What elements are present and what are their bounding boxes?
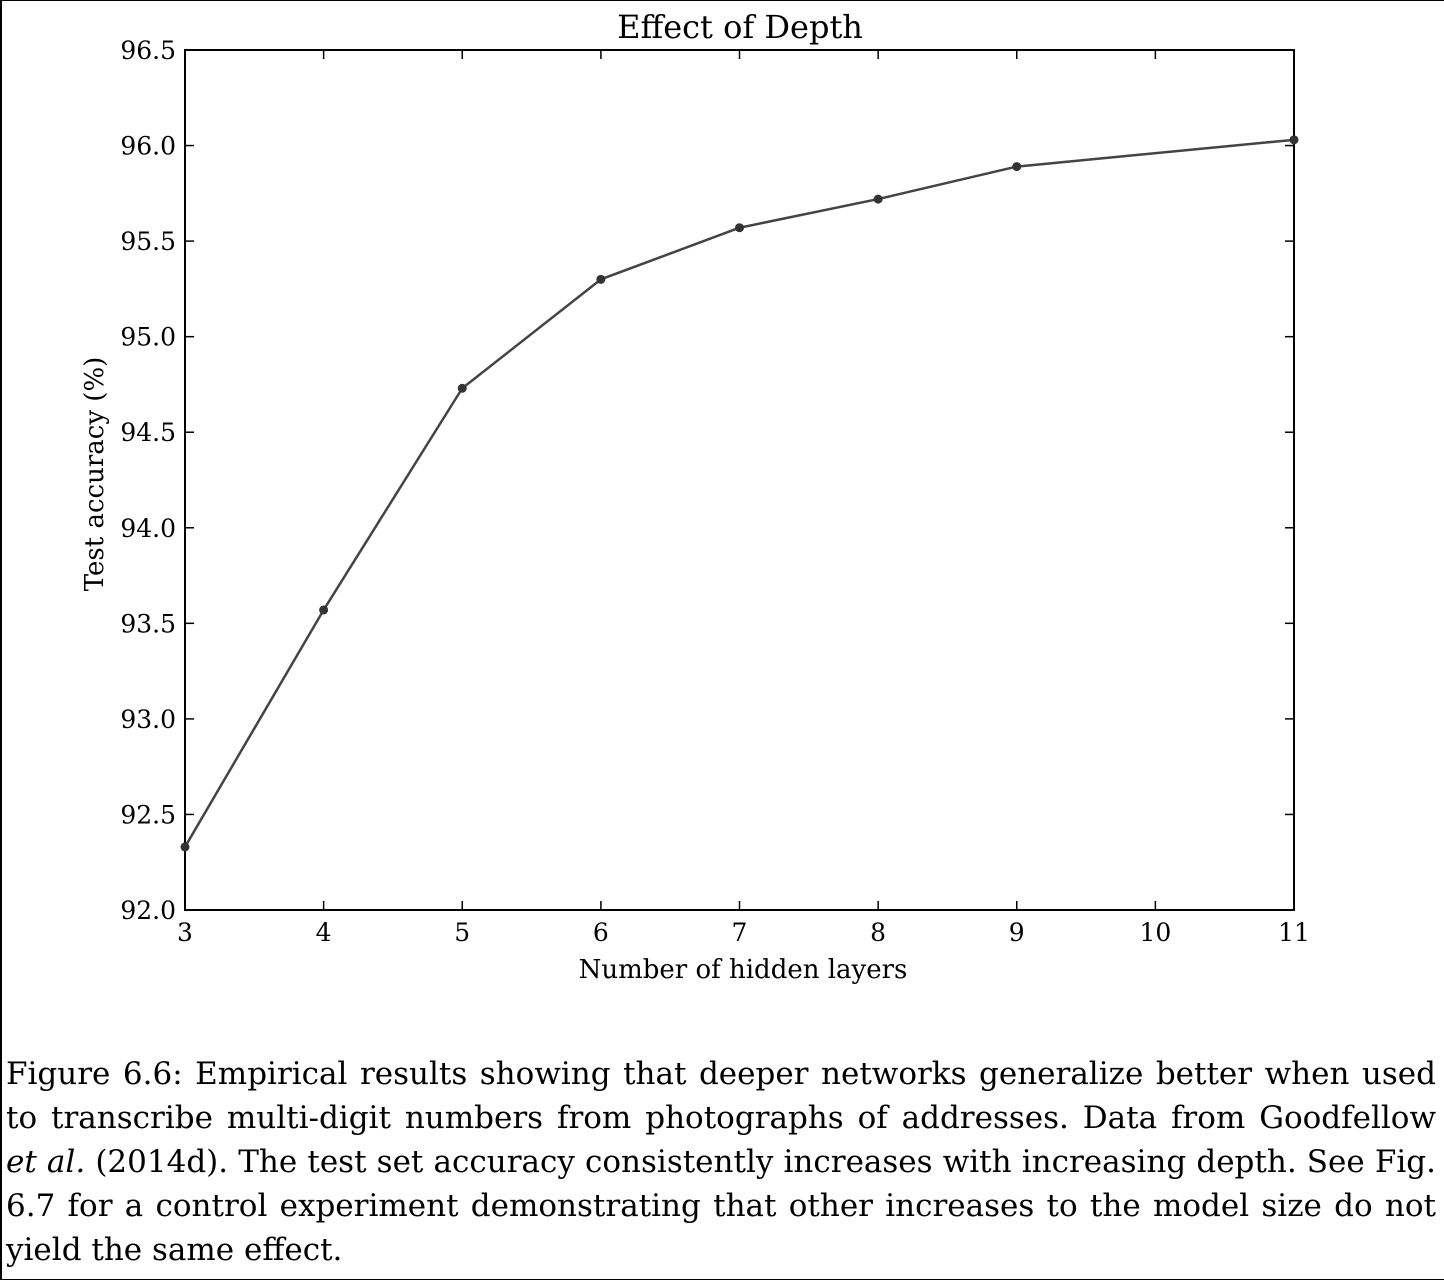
chart-title: Effect of Depth xyxy=(617,8,863,46)
x-tick-label-8: 8 xyxy=(870,918,886,947)
x-tick-label-10: 10 xyxy=(1139,918,1171,947)
series-line-0 xyxy=(183,138,1295,848)
x-tick-label-5: 5 xyxy=(454,918,470,947)
y-tick-label-95: 95.0 xyxy=(120,323,176,352)
y-tick-label-93.5: 93.5 xyxy=(120,609,176,638)
figure-caption: Figure 6.6: Empirical results showing th… xyxy=(6,1052,1436,1272)
line-chart: 3 4 5 6 7 8 9 10 11 92.0 92.5 93.0 93.5 94.0 94.5 95.0 9… xyxy=(80,8,1310,985)
x-tick-label-11: 11 xyxy=(1278,918,1310,947)
y-tick-label-93: 93.0 xyxy=(120,705,176,734)
x-tick-label-7: 7 xyxy=(732,918,748,947)
y-axis-label: Test accuracy (%) xyxy=(80,357,110,592)
x-tick-label-9: 9 xyxy=(1009,918,1025,947)
caption-italic: et al. xyxy=(6,1144,86,1180)
data-point-11 xyxy=(1289,135,1299,145)
data-point-5 xyxy=(457,383,467,393)
data-point-7 xyxy=(735,223,744,233)
data-point-9 xyxy=(1012,162,1022,172)
caption-text-1: Figure 6.6: Empirical results showing th… xyxy=(6,1056,1436,1136)
data-point-6 xyxy=(596,274,606,284)
caption-text-2: (2014d). The test set accuracy consisten… xyxy=(6,1144,1436,1268)
y-tick-label-96: 96.0 xyxy=(120,132,176,161)
x-tick-label-4: 4 xyxy=(316,918,332,947)
x-tick-label-6: 6 xyxy=(593,918,609,947)
data-point-4 xyxy=(319,605,329,615)
plot-frame xyxy=(184,49,1295,911)
y-tick-label-94.5: 94.5 xyxy=(120,418,176,447)
y-tick-label-94: 94.0 xyxy=(120,514,176,543)
ticks: 3 4 5 6 7 8 9 10 11 92.0 92.5 93.0 93.5 94.0 94.5 95.0 9… xyxy=(120,36,1310,947)
axes xyxy=(184,49,1295,911)
y-tick-label-96.5: 96.5 xyxy=(120,36,176,65)
series xyxy=(180,135,1299,852)
y-tick-label-92.5: 92.5 xyxy=(120,800,176,829)
data-point-3 xyxy=(180,842,190,852)
y-tick-label-95.5: 95.5 xyxy=(120,227,176,256)
y-tick-label-92: 92.0 xyxy=(120,896,176,925)
data-point-8 xyxy=(873,194,883,204)
x-axis-label: Number of hidden layers xyxy=(579,955,908,985)
x-tick-label-3: 3 xyxy=(177,918,193,947)
